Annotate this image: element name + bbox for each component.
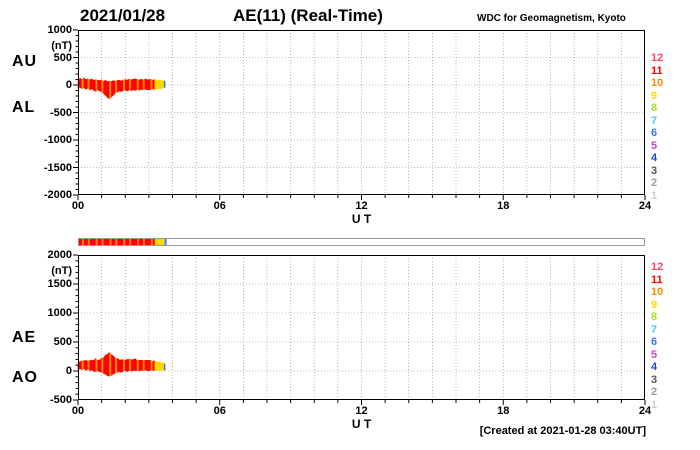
ae-ao-plot: 2000 1500 1000 500 0 -500 (nT) 00 06 12 18 24 U T [48,249,652,431]
x-tick-label: 00 [71,200,85,212]
y-tick-label: 2000 [47,249,72,261]
station-count-12: 12 [651,52,664,64]
station-count-7: 7 [651,323,658,336]
station-count-2: 2 [651,386,658,398]
station-count-colorbar [78,233,645,246]
station-count-4: 4 [651,361,658,373]
data-source-label: WDC for Geomagnetism, Kyoto [477,13,626,24]
station-count-10: 10 [651,286,664,298]
station-count-5: 5 [651,348,658,361]
colorbar-canvas [78,238,645,246]
y-tick-label: 0 [65,365,72,377]
station-count-2: 2 [651,177,658,189]
plot-canvas [73,29,646,200]
x-tick-label: 12 [355,405,368,417]
x-tick-label: 12 [355,200,368,212]
y-axis-unit-label: (nT) [51,265,72,277]
x-tick-label: 06 [213,200,226,212]
station-count-11: 11 [651,273,663,286]
y-tick-label: 1000 [47,24,72,36]
station-count-12: 12 [651,261,664,273]
created-timestamp: [Created at 2021-01-28 03:40UT] [479,425,646,437]
station-count-7: 7 [651,114,658,127]
station-count-11: 11 [651,64,663,77]
y-tick-label: 1500 [47,278,72,290]
page-title: AE(11) (Real-Time) [233,6,383,25]
index-label-ao: AO [12,369,38,386]
station-count-1: 1 [651,398,658,411]
au-al-plot: 1000 500 0 -500 -1000 -1500 -2000 (nT) 00 06 12 18 2… [44,24,651,226]
y-tick-label: -1500 [43,161,72,174]
x-axis-label: U T [351,212,372,226]
station-count-3: 3 [651,164,658,177]
station-count-6: 6 [651,127,658,139]
station-count-6: 6 [651,336,658,348]
y-tick-label: 500 [53,336,72,348]
index-label-au: AU [12,53,38,70]
x-axis-label: U T [351,417,372,431]
station-count-10: 10 [651,77,664,89]
y-tick-label: -2000 [43,189,72,201]
station-count-8: 8 [651,102,658,114]
station-count-scale-bottom: 12 11 10 9 8 7 6 5 4 3 2 1 [651,261,669,411]
x-tick-label: 18 [497,405,510,417]
plot-canvas [73,254,646,405]
plot-date: 2021/01/28 [80,6,166,25]
x-tick-label: 06 [213,405,226,417]
x-tick-label: 24 [638,200,652,212]
y-tick-label: -1000 [43,134,72,146]
y-tick-label: 500 [53,51,72,64]
index-label-ae: AE [12,329,37,346]
station-count-4: 4 [651,152,658,164]
y-tick-label: 0 [65,79,72,91]
x-tick-label: 00 [71,405,85,417]
station-count-8: 8 [651,311,658,323]
x-tick-label: 18 [497,200,510,212]
y-tick-label: 1000 [47,307,72,319]
y-tick-label: -500 [49,394,72,406]
station-count-scale-top: 12 11 10 9 8 7 6 5 4 3 2 1 [651,52,669,202]
x-tick-label: 24 [638,405,652,417]
station-count-1: 1 [651,189,658,202]
station-count-9: 9 [651,89,658,102]
station-count-9: 9 [651,298,658,311]
station-count-5: 5 [651,139,658,152]
index-label-al: AL [12,99,36,116]
y-axis-unit-label: (nT) [51,40,72,52]
y-tick-label: -500 [49,106,72,119]
station-count-3: 3 [651,373,658,386]
